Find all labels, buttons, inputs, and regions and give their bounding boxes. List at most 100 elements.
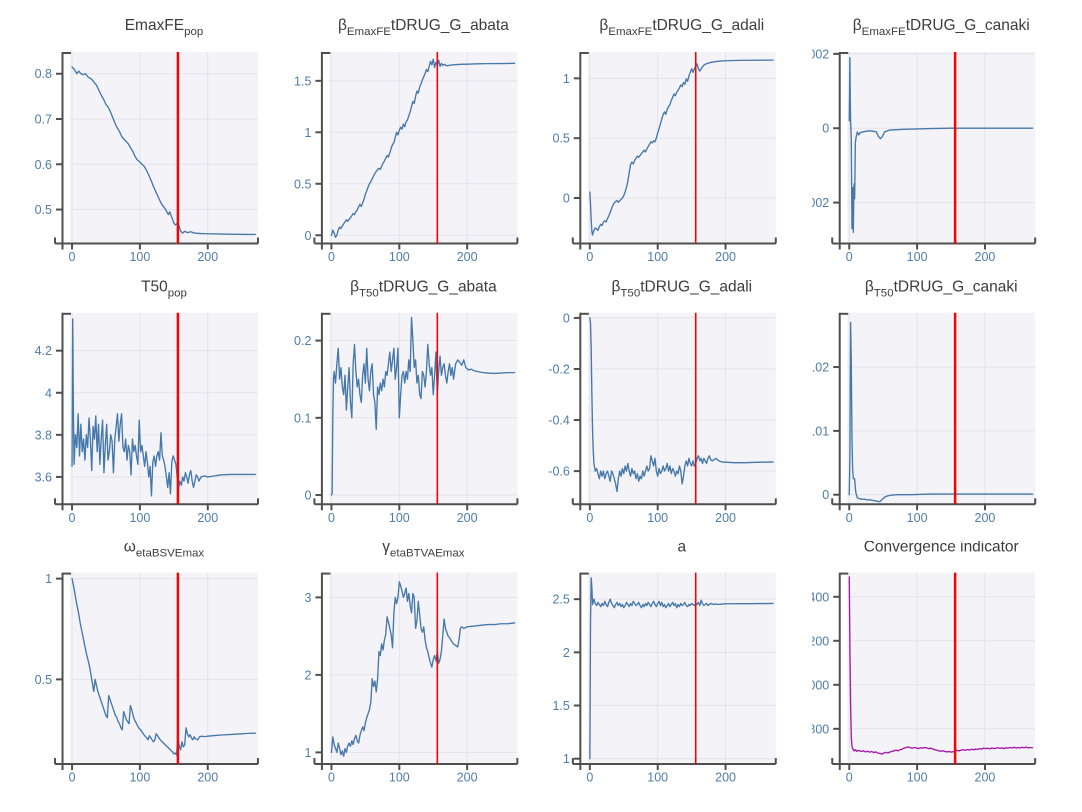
x-tick-label: 100: [906, 771, 927, 785]
x-tick-label: 200: [456, 771, 477, 785]
plot-beta-t50-adali-canvas: -0.6 -0.4 -0.2 0 0 100 200 βT50tDRUG_G_adali: [548, 278, 777, 524]
y-tick-label: 1.5: [552, 699, 569, 713]
x-tick-label: 0: [327, 510, 334, 524]
parameter-trace-line: [71, 66, 256, 236]
x-tick-label: 0: [327, 250, 334, 264]
y-tick-label: 3.8: [35, 428, 52, 442]
y-tick-label: 3: [304, 591, 311, 605]
plot-a: 1 1.5 2 2.5 0 100 200 a: [541, 541, 812, 812]
y-tick-label: 800: [812, 723, 829, 737]
x-tick-label: 100: [388, 250, 409, 264]
x-tick-label: 200: [197, 771, 218, 785]
x-tick-label: 200: [715, 771, 736, 785]
x-tick-label: 0: [69, 771, 76, 785]
plot-convergence-indicator: 800 1000 1200 1400 0 100 200 Convergence indica…: [812, 541, 1082, 812]
plot-background: [70, 572, 258, 765]
plot-omega-etabsvemax-canvas: 0.5 1 0 100 200 ωetaBSVEmax: [35, 541, 259, 785]
x-tick-label: 200: [715, 250, 736, 264]
x-tick-label: 0: [845, 250, 852, 264]
y-tick-label: 0: [563, 311, 570, 325]
y-tick-label: 0.1: [294, 411, 311, 425]
plot-beta-emaxfe-abata: 0 0.5 1 1.5 0 100 200 βEmaxFEtDRUG_G_abata: [271, 0, 542, 271]
plot-beta-t50-adali: -0.6 -0.4 -0.2 0 0 100 200 βT50tDRUG_G_adali: [541, 271, 812, 542]
plot-title: EmaxFEpop: [125, 17, 204, 38]
parameter-trace-line: [330, 316, 515, 496]
y-tick-label: 0.7: [35, 112, 52, 126]
y-tick-label: 2.5: [552, 593, 569, 607]
plot-background: [328, 51, 517, 244]
x-tick-label: 0: [69, 510, 76, 524]
y-tick-label: 0.8: [35, 67, 52, 81]
plot-title: a: [677, 541, 686, 556]
plot-title: βT50tDRUG_G_adali: [611, 278, 752, 299]
y-tick-label: -0.002: [812, 196, 829, 210]
x-tick-label: 200: [197, 250, 218, 264]
plot-background: [846, 51, 1035, 244]
y-tick-label: 1400: [812, 591, 829, 605]
y-tick-label: 0.01: [812, 424, 829, 438]
plot-beta-emaxfe-adali: 0 0.5 1 0 100 200 βEmaxFEtDRUG_G_adali: [541, 0, 812, 271]
x-tick-label: 0: [586, 510, 593, 524]
x-tick-label: 100: [647, 510, 668, 524]
plot-beta-emaxfe-canaki: -0.002 0 0.002 0 100 200 βEmaxFEtDRUG_G_canaki: [812, 0, 1082, 271]
x-tick-label: 200: [974, 250, 995, 264]
plot-emaxfe-pop: 0.5 0.6 0.7 0.8 0 100 200 EmaxFEpop: [0, 0, 271, 271]
y-tick-label: 1200: [812, 635, 829, 649]
plot-beta-t50-canaki: 0 0.01 0.02 0 100 200 βT50tDRUG_G_canaki: [812, 271, 1082, 542]
plot-t50-pop: 3.6 3.8 4 4.2 0 100 200 T50pop: [0, 271, 271, 542]
plot-title: βT50tDRUG_G_canaki: [864, 278, 1017, 299]
parameter-trace-line: [848, 56, 1033, 234]
parameter-trace-line: [71, 318, 256, 497]
y-tick-label: 0: [304, 488, 311, 502]
y-tick-label: 2: [563, 646, 570, 660]
y-tick-label: 0.5: [35, 673, 52, 687]
plot-t50-pop-canvas: 3.6 3.8 4 4.2 0 100 200 T50pop: [35, 278, 259, 524]
plot-beta-emaxfe-canaki-canvas: -0.002 0 0.002 0 100 200 βEmaxFEtDRUG_G_canaki: [812, 17, 1036, 264]
x-tick-label: 100: [906, 510, 927, 524]
y-tick-label: -0.2: [548, 362, 570, 376]
y-tick-label: 0: [563, 192, 570, 206]
y-tick-label: 0.6: [35, 158, 52, 172]
y-tick-label: 1: [304, 126, 311, 140]
parameter-trace-line: [330, 581, 515, 758]
plot-background: [70, 312, 258, 504]
parameter-trace-line: [589, 59, 774, 236]
x-tick-label: 0: [586, 771, 593, 785]
x-tick-label: 0: [845, 510, 852, 524]
y-tick-label: 0.02: [812, 360, 829, 374]
plot-beta-t50-abata-canvas: 0 0.1 0.2 0 100 200 βT50tDRUG_G_abata: [294, 278, 518, 524]
x-tick-label: 0: [69, 250, 76, 264]
y-tick-label: 0.5: [35, 203, 52, 217]
plot-title: T50pop: [141, 278, 187, 299]
plot-convergence-indicator-canvas: 800 1000 1200 1400 0 100 200 Convergence indica…: [812, 541, 1036, 785]
x-tick-label: 200: [456, 510, 477, 524]
x-tick-label: 200: [197, 510, 218, 524]
y-tick-label: 4: [45, 386, 52, 400]
plot-beta-t50-abata: 0 0.1 0.2 0 100 200 βT50tDRUG_G_abata: [271, 271, 542, 542]
x-tick-label: 100: [388, 771, 409, 785]
plot-omega-etabsvemax: 0.5 1 0 100 200 ωetaBSVEmax: [0, 541, 271, 812]
plot-background: [587, 51, 776, 244]
x-tick-label: 200: [974, 510, 995, 524]
plot-background: [328, 572, 517, 765]
x-tick-label: 100: [388, 510, 409, 524]
y-tick-label: 3.6: [35, 470, 52, 484]
plot-title: βT50tDRUG_G_abata: [350, 278, 497, 299]
y-tick-label: 1.5: [294, 74, 311, 88]
plot-background: [328, 312, 517, 504]
y-tick-label: 0.5: [552, 132, 569, 146]
plot-title: βEmaxFEtDRUG_G_canaki: [852, 17, 1029, 38]
plot-background: [70, 51, 258, 244]
parameter-trace-line: [848, 576, 1033, 756]
plot-title: γetaBTVAEmax: [382, 541, 464, 560]
x-tick-label: 100: [129, 771, 150, 785]
plot-a-canvas: 1 1.5 2 2.5 0 100 200 a: [552, 541, 777, 785]
plot-background: [587, 572, 776, 765]
parameter-trace-line: [848, 321, 1033, 503]
y-tick-label: 0.5: [294, 177, 311, 191]
y-tick-label: 4.2: [35, 344, 52, 358]
y-tick-label: 1: [304, 746, 311, 760]
y-tick-label: 1000: [812, 679, 829, 693]
parameter-trace-line: [589, 577, 774, 760]
